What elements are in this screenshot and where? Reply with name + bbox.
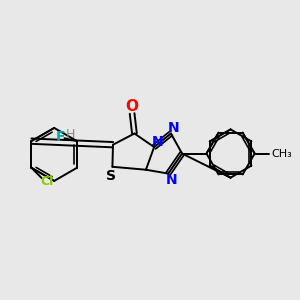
Text: CH₃: CH₃ [271,148,292,158]
Text: N: N [165,173,177,187]
Text: H: H [66,128,75,141]
Text: N: N [152,135,164,149]
Text: O: O [126,99,139,114]
Text: N: N [167,121,179,135]
Text: S: S [106,169,116,183]
Text: F: F [56,130,66,144]
Text: Cl: Cl [40,175,53,188]
